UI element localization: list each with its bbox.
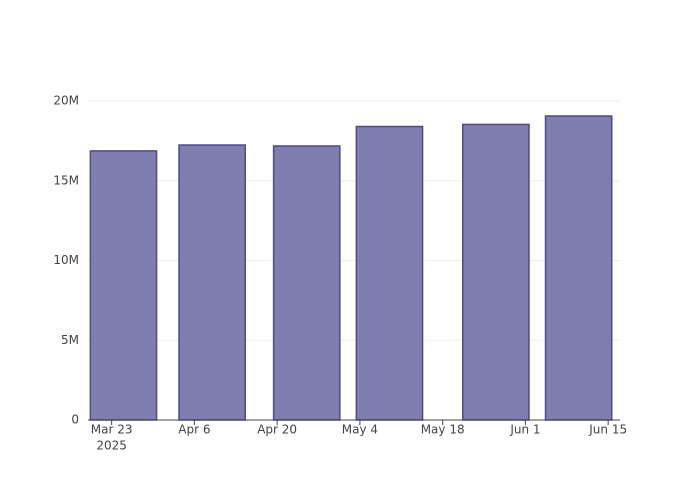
bar (544, 115, 613, 421)
y-tick-label: 0 (71, 413, 79, 427)
x-tick-label: Jun 1 (509, 423, 540, 437)
x-tick-label: Mar 23 (91, 423, 133, 437)
y-tick-label: 15M (53, 173, 79, 187)
x-tick-year: 2025 (96, 439, 127, 453)
bar (272, 145, 341, 421)
x-tick-label: Apr 20 (257, 423, 297, 437)
x-tick-label: May 18 (421, 423, 465, 437)
y-tick-label: 20M (53, 94, 79, 108)
bar (178, 144, 246, 421)
bar (462, 123, 530, 421)
y-tick-label: 5M (61, 333, 79, 347)
x-tick-label: Apr 6 (178, 423, 210, 437)
bar (355, 125, 424, 421)
y-tick-label: 10M (53, 253, 79, 267)
x-tick-label: Jun 15 (588, 423, 627, 437)
bar (89, 150, 158, 421)
x-tick-label: May 4 (342, 423, 378, 437)
